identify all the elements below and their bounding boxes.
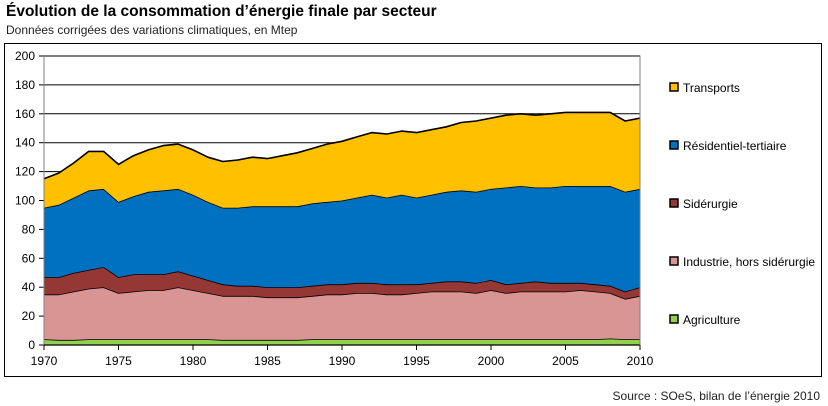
- x-tick-label: 1970: [31, 354, 58, 368]
- legend-label: Transports: [683, 81, 740, 95]
- y-tick-label: 0: [28, 338, 35, 352]
- x-tick-label: 2010: [627, 354, 654, 368]
- source-note: Source : SOeS, bilan de l’énergie 2010: [612, 389, 820, 403]
- axes: 0 20 40 60 80 100 120 140 160 180 200 1970 1975 1980 1…: [15, 49, 654, 368]
- x-tick-label: 1990: [329, 354, 356, 368]
- legend: Transports Résidentiel-tertiaire Sidérurgi…: [669, 81, 815, 327]
- legend-label: Agriculture: [683, 313, 741, 327]
- area-transports: [44, 112, 640, 208]
- legend-swatch: [669, 256, 679, 266]
- legend-swatch: [669, 314, 679, 324]
- stacked-areas: [43, 111, 641, 345]
- x-tick-label: 2005: [552, 354, 579, 368]
- y-tick-label: 200: [15, 49, 35, 63]
- area-agriculture: [44, 338, 640, 345]
- y-tick-label: 140: [15, 136, 35, 150]
- legend-label: Sidérurgie: [683, 197, 738, 211]
- x-tick-label: 1995: [403, 354, 430, 368]
- x-tick-label: 2000: [478, 354, 505, 368]
- legend-item-industrie-hors-siderurgie: Industrie, hors sidérurgie: [669, 255, 815, 269]
- y-tick-label: 100: [15, 194, 35, 208]
- chart-subtitle: Données corrigées des variations climati…: [6, 23, 298, 37]
- area-industrie-hors-siderurgie: [44, 287, 640, 340]
- chart-title: Évolution de la consommation d’énergie f…: [6, 3, 437, 20]
- legend-item-siderurgie: Sidérurgie: [669, 197, 738, 211]
- legend-label: Résidentiel-tertiaire: [683, 139, 787, 153]
- legend-swatch: [669, 198, 679, 208]
- x-tick-label: 1985: [254, 354, 281, 368]
- x-tick-label: 1975: [105, 354, 132, 368]
- legend-item-transports: Transports: [669, 81, 740, 95]
- legend-swatch: [669, 140, 679, 150]
- chart-frame: [4, 43, 822, 377]
- legend-item-residentiel-tertiaire: Résidentiel-tertiaire: [669, 139, 787, 153]
- legend-swatch: [669, 82, 679, 92]
- y-tick-label: 160: [15, 107, 35, 121]
- legend-item-agriculture: Agriculture: [669, 313, 741, 327]
- legend-label: Industrie, hors sidérurgie: [683, 255, 815, 269]
- y-tick-label: 60: [22, 251, 36, 265]
- y-tick-label: 80: [22, 222, 36, 236]
- y-tick-label: 180: [15, 78, 35, 92]
- area-outline-transports: [43, 111, 641, 180]
- x-tick-label: 1980: [180, 354, 207, 368]
- y-tick-label: 120: [15, 165, 35, 179]
- y-tick-label: 40: [22, 280, 36, 294]
- area-residentiel-tertiaire: [44, 186, 640, 292]
- y-tick-label: 20: [22, 309, 36, 323]
